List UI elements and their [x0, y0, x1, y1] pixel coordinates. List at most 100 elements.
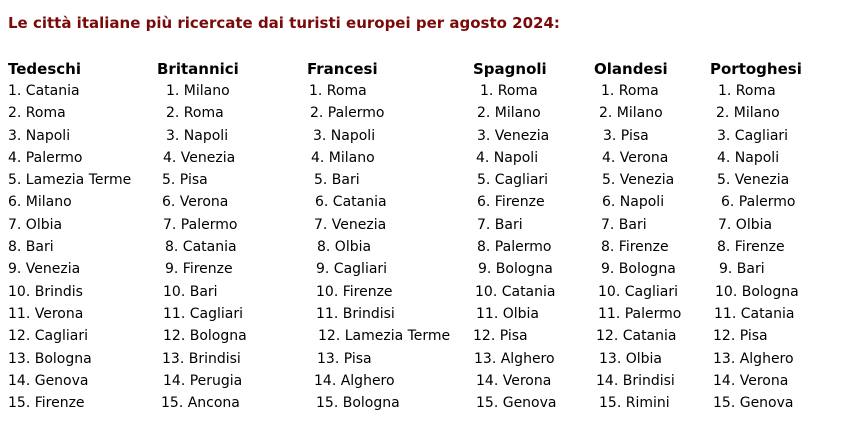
- list-item: 6. Palermo: [721, 194, 796, 211]
- list-item: 1. Roma: [480, 83, 538, 99]
- list-item: 1. Roma: [309, 83, 367, 99]
- list-item: 10. Catania: [475, 283, 556, 300]
- list-item: 1. Roma: [601, 83, 659, 99]
- list-item: 8. Firenze: [717, 239, 785, 256]
- ranking-list: 1. Roma 2. Palermo 3. Napoli 4. Milano 5…: [307, 80, 450, 414]
- list-item: 11. Catania: [714, 305, 795, 322]
- list-item: 3. Cagliari: [717, 127, 789, 144]
- list-item: 5. Pisa: [162, 172, 208, 189]
- list-item: 5. Bari: [314, 172, 360, 189]
- ranking-list: 1. Catania 2. Roma 3. Napoli 4. Palermo …: [8, 80, 131, 414]
- list-item: 1. Roma: [718, 83, 776, 99]
- list-item: 12. Catania: [596, 328, 677, 345]
- list-item: 10. Cagliari: [598, 283, 678, 300]
- column-tedeschi: Tedeschi 1. Catania 2. Roma 3. Napoli 4.…: [8, 58, 131, 414]
- list-item: 14. Alghero: [314, 372, 395, 389]
- list-item: 11. Brindisi: [316, 305, 395, 322]
- list-item: 15. Bologna: [316, 395, 400, 412]
- column-heading: Spagnoli: [473, 60, 547, 78]
- list-item: 2. Milano: [599, 105, 663, 122]
- list-item: 10. Firenze: [316, 283, 393, 300]
- list-item: 9. Bologna: [478, 261, 553, 278]
- list-item: 4. Palermo: [8, 149, 83, 166]
- ranking-list: 1. Roma 2. Milano 3. Cagliari 4. Napoli …: [710, 80, 802, 414]
- list-item: 2. Roma: [8, 105, 66, 122]
- column-heading: Francesi: [307, 60, 378, 78]
- list-item: 5. Lamezia Terme: [8, 172, 132, 189]
- list-item: 9. Firenze: [165, 261, 233, 278]
- list-item: 14. Verona: [476, 372, 552, 389]
- list-item: 1. Milano: [166, 83, 230, 99]
- list-item: 13. Olbia: [599, 350, 662, 367]
- list-item: 14. Brindisi: [596, 372, 675, 389]
- list-item: 13. Pisa: [317, 350, 372, 367]
- list-item: 12. Lamezia Terme: [318, 328, 451, 345]
- list-item: 2. Milano: [477, 105, 541, 122]
- list-item: 8. Olbia: [317, 239, 372, 256]
- list-item: 6. Catania: [315, 194, 387, 211]
- list-item: 4. Napoli: [476, 149, 539, 166]
- column-heading: Tedeschi: [8, 60, 81, 78]
- list-item: 11. Verona: [8, 305, 84, 322]
- column-heading: Olandesi: [594, 60, 668, 78]
- column-francesi: Francesi 1. Roma 2. Palermo 3. Napoli 4.…: [307, 58, 450, 414]
- list-item: 9. Venezia: [8, 261, 81, 278]
- list-item: 15. Rimini: [599, 395, 670, 412]
- list-item: 10. Bologna: [715, 283, 799, 300]
- list-item: 15. Genova: [713, 395, 794, 412]
- list-item: 2. Palermo: [310, 105, 385, 122]
- column-heading: Britannici: [157, 60, 239, 78]
- list-item: 13. Alghero: [713, 350, 794, 367]
- list-item: 7. Palermo: [163, 216, 238, 233]
- list-item: 10. Brindis: [8, 283, 83, 300]
- list-item: 5. Venezia: [717, 172, 790, 189]
- list-item: 12. Bologna: [163, 328, 247, 345]
- list-item: 12. Pisa: [713, 328, 768, 345]
- list-item: 9. Bologna: [601, 261, 676, 278]
- list-item: 3. Venezia: [477, 127, 550, 144]
- list-item: 11. Olbia: [476, 305, 539, 322]
- list-item: 10. Bari: [163, 283, 218, 300]
- list-item: 4. Milano: [311, 149, 375, 166]
- list-item: 14. Perugia: [163, 372, 243, 389]
- list-item: 3. Napoli: [8, 127, 71, 144]
- list-item: 13. Alghero: [474, 350, 555, 367]
- list-item: 8. Palermo: [477, 239, 552, 256]
- list-item: 6. Napoli: [602, 194, 665, 211]
- list-item: 6. Verona: [162, 194, 229, 211]
- list-item: 6. Firenze: [477, 194, 545, 211]
- list-item: 4. Venezia: [163, 149, 236, 166]
- list-item: 8. Bari: [8, 239, 54, 256]
- list-item: 11. Palermo: [598, 305, 682, 322]
- ranking-list: 1. Milano 2. Roma 3. Napoli 4. Venezia 5…: [157, 80, 247, 414]
- list-item: 7. Bari: [477, 216, 523, 233]
- list-item: 11. Cagliari: [163, 305, 243, 322]
- column-portoghesi: Portoghesi 1. Roma 2. Milano 3. Cagliari…: [710, 58, 802, 414]
- page-title: Le città italiane più ricercate dai turi…: [8, 14, 560, 32]
- list-item: 9. Cagliari: [316, 261, 388, 278]
- list-item: 4. Napoli: [717, 149, 780, 166]
- list-item: 7. Venezia: [314, 216, 387, 233]
- list-item: 3. Napoli: [166, 127, 229, 144]
- list-item: 15. Firenze: [8, 395, 85, 412]
- list-item: 3. Napoli: [313, 127, 376, 144]
- list-item: 14. Verona: [713, 372, 789, 389]
- list-item: 2. Roma: [166, 105, 224, 122]
- list-item: 7. Olbia: [718, 216, 773, 233]
- list-item: 13. Bologna: [8, 350, 92, 367]
- ranking-list: 1. Roma 2. Milano 3. Venezia 4. Napoli 5…: [473, 80, 556, 414]
- ranking-list: 1. Roma 2. Milano 3. Pisa 4. Verona 5. V…: [594, 80, 681, 414]
- list-item: 5. Cagliari: [477, 172, 549, 189]
- list-item: 13. Brindisi: [162, 350, 241, 367]
- list-item: 15. Ancona: [161, 395, 240, 412]
- column-olandesi: Olandesi 1. Roma 2. Milano 3. Pisa 4. Ve…: [594, 58, 681, 414]
- list-item: 9. Bari: [719, 261, 765, 278]
- column-britannici: Britannici 1. Milano 2. Roma 3. Napoli 4…: [157, 58, 247, 414]
- list-item: 15. Genova: [476, 395, 557, 412]
- list-item: 3. Pisa: [603, 127, 649, 144]
- column-heading: Portoghesi: [710, 60, 802, 78]
- list-item: 7. Bari: [601, 216, 647, 233]
- list-item: 14. Genova: [8, 372, 89, 389]
- list-item: 12. Cagliari: [8, 328, 88, 345]
- list-item: 1. Catania: [8, 83, 80, 99]
